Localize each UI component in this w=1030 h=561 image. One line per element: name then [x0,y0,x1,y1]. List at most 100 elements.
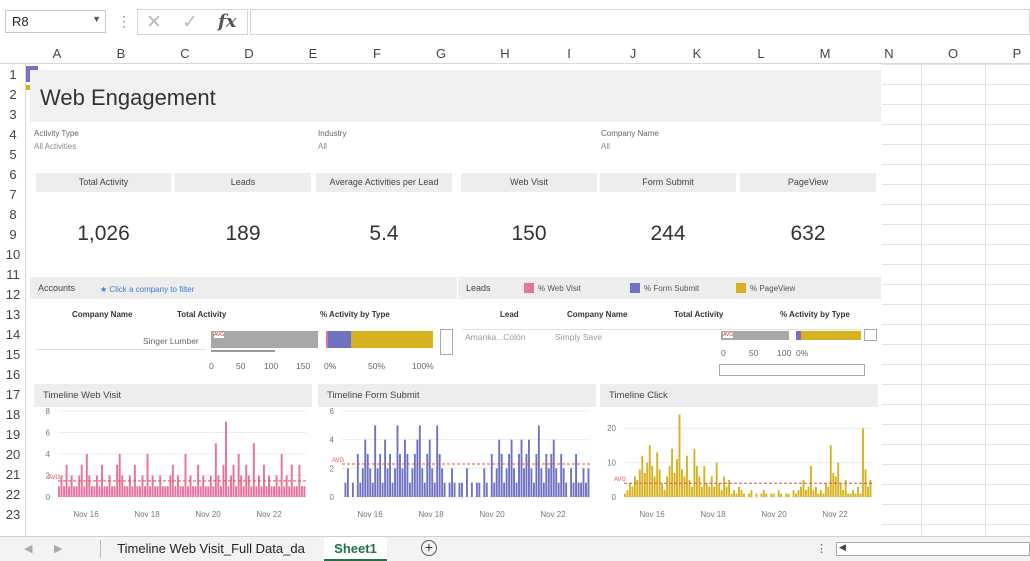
bar [626,490,629,497]
bar [85,454,88,497]
lead-row-name[interactable]: Amanka...Colón [465,332,526,342]
account-activity-bar[interactable] [211,331,318,348]
column-label[interactable]: C [180,46,190,61]
column-label[interactable]: D [244,46,254,61]
bar [418,425,421,497]
row-label[interactable]: 22 [5,487,21,502]
row-label[interactable]: 8 [9,207,17,222]
bar [275,475,278,497]
add-sheet-icon[interactable]: + [421,540,437,556]
bar [829,445,832,497]
lead-row-company[interactable]: Simply Save [555,332,603,342]
horizontal-scrollbar[interactable]: ◀ [836,542,1030,556]
column-label[interactable]: L [757,46,765,61]
accounts-scrollbar[interactable] [440,329,453,355]
bar [695,466,698,497]
bar [290,464,293,497]
bar [359,482,362,497]
column-label[interactable]: E [308,46,318,61]
row-label[interactable]: 5 [9,147,17,162]
more-options-icon[interactable]: ⋮ [816,543,827,555]
chart-plot[interactable]: 8 6 4 2 0 AVG Nov 16 Nov 18 Nov 20 Nov 22 [34,407,312,524]
column-label[interactable]: A [52,46,62,61]
leads-horizontal-scrollbar[interactable] [719,364,865,376]
row-label[interactable]: 16 [5,367,21,382]
column-label[interactable]: J [629,46,637,61]
enter-icon[interactable]: ✓ [182,12,198,33]
bar [834,476,837,497]
y-tick-label: 6 [330,407,335,416]
next-sheet-icon[interactable]: ▶ [54,543,63,555]
column-label[interactable]: B [116,46,126,61]
chart-plot[interactable]: 6 4 2 0 AVG Nov 16 Nov 18 Nov 20 Nov 22 [318,407,596,524]
bar [156,486,159,497]
tab-timeline-web-visit[interactable]: Timeline Web Visit_Full Data_da [117,541,305,556]
cancel-icon[interactable]: ✕ [146,12,162,33]
row-label[interactable]: 1 [9,67,17,82]
column-label[interactable]: P [1012,46,1022,61]
column-label[interactable]: G [435,46,447,61]
filter-company-name[interactable]: Company Name All [601,129,659,151]
row-label[interactable]: 10 [5,247,21,262]
column-label[interactable]: I [567,46,571,61]
prev-sheet-icon[interactable]: ◀ [24,543,33,555]
lead-pct-pageview[interactable] [801,331,861,340]
row-label[interactable]: 17 [5,387,21,402]
account-row-name[interactable]: Singer Lumber [143,336,199,346]
account-pct-web-visit[interactable] [326,331,328,348]
row-label[interactable]: 18 [5,407,21,422]
bar [780,493,783,497]
filter-activity-type[interactable]: Activity Type All Activities [34,129,79,151]
row-divider [462,329,862,330]
chevron-down-icon[interactable]: ▼ [92,14,101,24]
filter-industry[interactable]: Industry All [318,129,346,151]
column-label[interactable]: M [819,46,831,61]
column-label[interactable]: N [884,46,894,61]
row-label[interactable]: 3 [9,107,17,122]
column-label[interactable]: O [947,46,959,61]
bar [862,428,864,497]
account-pct-form-submit[interactable] [328,331,351,348]
legend-pageview: % PageView [750,284,796,293]
tab-sheet1[interactable]: Sheet1 [324,537,387,561]
bar [111,486,114,497]
bar [171,464,174,497]
bar [760,493,763,497]
scroll-left-icon[interactable]: ◀ [839,542,846,552]
column-label[interactable]: F [373,46,381,61]
chart-plot[interactable]: 20 10 0 AVG Nov 16 Nov 18 Nov 20 Nov 22 [600,407,878,524]
insert-function-icon[interactable]: fx [218,11,237,32]
row-label[interactable]: 23 [5,507,21,522]
y-tick-label: 0 [330,493,335,502]
row-label[interactable]: 12 [5,287,21,302]
row-label[interactable]: 13 [5,307,21,322]
account-pct-pageview[interactable] [351,331,433,348]
legend-web-visit: % Web Visit [538,284,581,293]
row-label[interactable]: 19 [5,427,21,442]
column-label[interactable]: H [500,46,510,61]
row-label[interactable]: 14 [5,327,21,342]
column-label[interactable]: K [692,46,702,61]
row-label[interactable]: 21 [5,467,21,482]
y-tick-label: 2 [46,472,51,481]
row-label[interactable]: 20 [5,447,21,462]
lead-activity-bar[interactable] [721,331,789,340]
row-label[interactable]: 11 [6,267,20,282]
lead-pct-form-submit[interactable] [796,331,801,340]
axis-tick: 100 [264,361,279,371]
more-options-icon[interactable]: ⋮ [117,13,131,29]
name-box[interactable]: R8 ▼ [5,10,106,33]
bar [557,482,560,497]
row-label[interactable]: 6 [9,167,17,182]
bar [438,454,441,497]
row-label[interactable]: 7 [9,187,17,202]
row-label[interactable]: 15 [5,347,21,362]
row-label[interactable]: 9 [9,227,17,242]
leads-scrollbar[interactable] [864,329,877,341]
row-label[interactable]: 4 [9,127,17,142]
bar [735,493,738,497]
bar [819,490,822,497]
leads-col-pct-activity: % Activity by Type [780,310,850,319]
formula-input[interactable] [250,9,1030,35]
row-label[interactable]: 2 [9,87,17,102]
